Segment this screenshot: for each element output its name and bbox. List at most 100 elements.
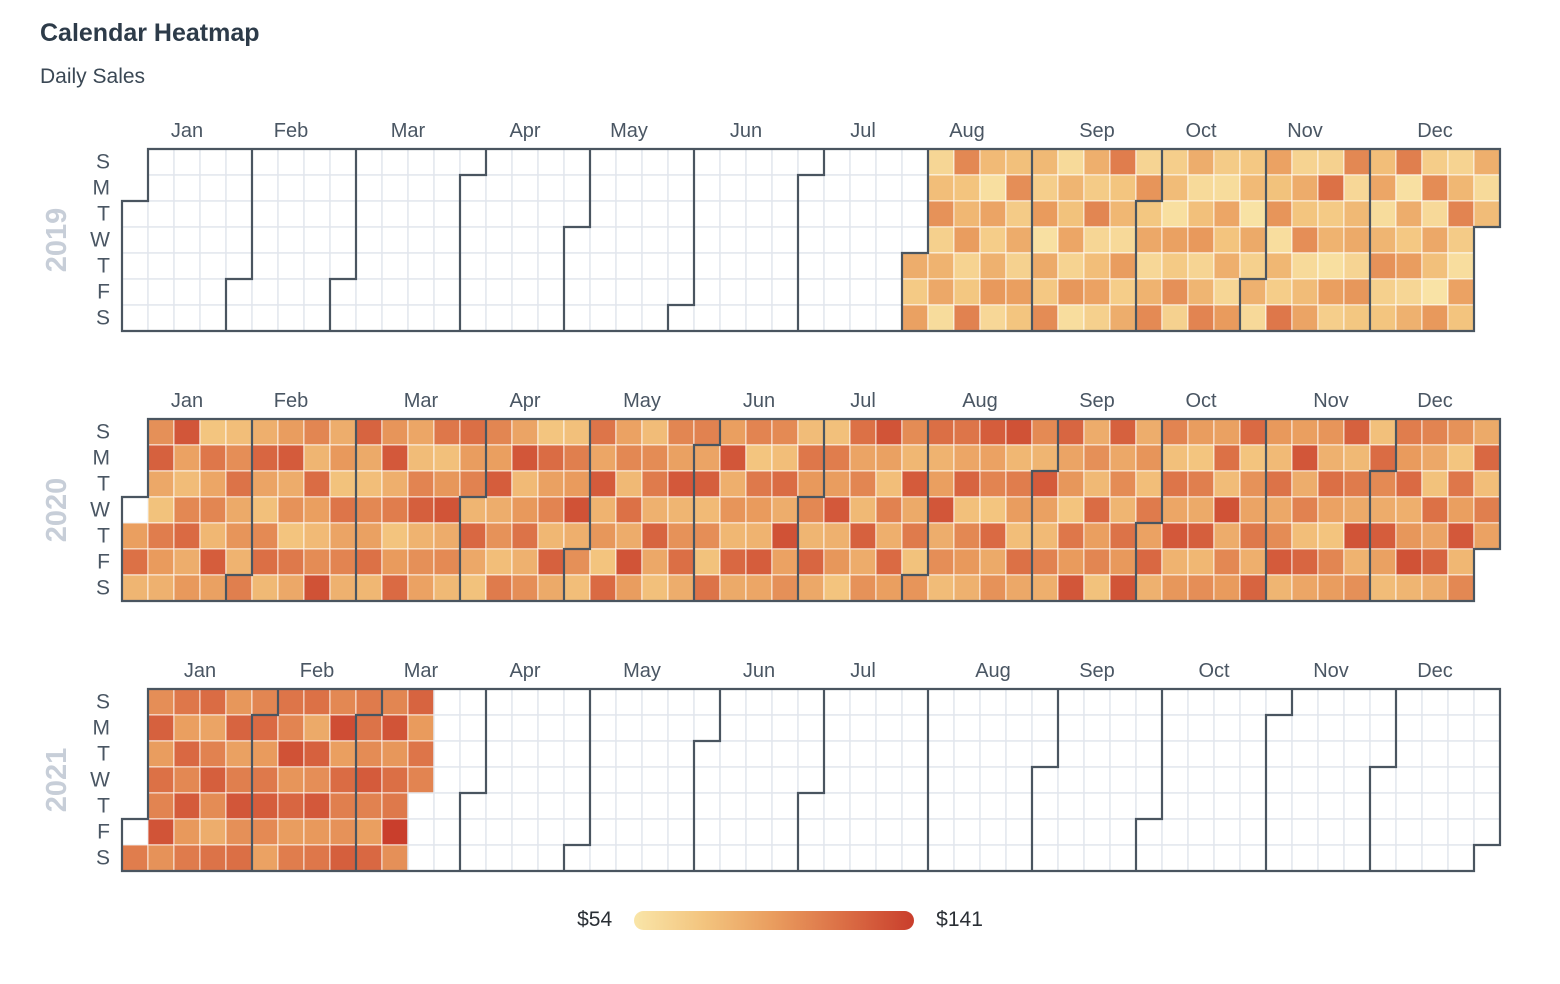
day-cell (1031, 714, 1059, 742)
day-cell (927, 714, 955, 742)
day-cell (199, 418, 227, 446)
day-cell (589, 818, 617, 846)
day-cell (1447, 844, 1475, 872)
month-label: Aug (949, 120, 985, 142)
day-cell (1161, 148, 1189, 176)
day-cell (979, 714, 1007, 742)
day-cell (1213, 148, 1241, 176)
day-cell (1031, 252, 1059, 280)
day-cell (1291, 444, 1319, 472)
day-cell (1057, 740, 1085, 768)
day-cell (641, 252, 669, 280)
day-cell (511, 496, 539, 524)
day-cell (849, 444, 877, 472)
day-cell (459, 174, 487, 202)
day-cell (641, 496, 669, 524)
day-cell (589, 470, 617, 498)
day-cell (1317, 714, 1345, 742)
day-cell (1265, 470, 1293, 498)
day-cell (485, 714, 513, 742)
day-cell (1239, 200, 1267, 228)
day-cell (1265, 818, 1293, 846)
day-cell (641, 444, 669, 472)
day-cell (459, 522, 487, 550)
day-cell (355, 252, 383, 280)
day-cell (1395, 304, 1423, 332)
day-cell (1005, 226, 1033, 254)
month-label: Feb (300, 660, 334, 682)
day-cell (1447, 304, 1475, 332)
day-cell (1317, 252, 1345, 280)
day-cell (693, 844, 721, 872)
day-cell (589, 766, 617, 794)
day-cell (927, 200, 955, 228)
day-cell (1291, 740, 1319, 768)
day-cell (901, 200, 929, 228)
day-cell (1265, 844, 1293, 872)
day-cell (563, 304, 591, 332)
day-cell (147, 548, 175, 576)
day-cell (199, 200, 227, 228)
month-label: May (623, 660, 661, 682)
day-cell (1161, 818, 1189, 846)
day-cell (1369, 252, 1397, 280)
day-cell (485, 444, 513, 472)
calendar-2019: Jan Feb Mar Apr May Jun Jul Aug Sep Oct Nov DecSMTW… (41, 120, 1502, 333)
day-cell (745, 418, 773, 446)
calendar-heatmaps: Jan Feb Mar Apr May Jun Jul Aug Sep Oct Nov DecSMTW… (41, 120, 1502, 873)
day-cell (251, 818, 279, 846)
day-cell (459, 714, 487, 742)
day-cell (667, 226, 695, 254)
day-cell (719, 548, 747, 576)
day-cell (1395, 522, 1423, 550)
day-cell (771, 226, 799, 254)
day-cell (771, 304, 799, 332)
day-cell (1187, 714, 1215, 742)
day-cell (459, 574, 487, 602)
day-cell (1031, 200, 1059, 228)
day-cell (745, 522, 773, 550)
day-cell (303, 444, 331, 472)
day-cell (1395, 844, 1423, 872)
day-cell (277, 148, 305, 176)
day-cell (225, 418, 253, 446)
day-cell (1291, 252, 1319, 280)
day-cell (979, 818, 1007, 846)
day-cell (849, 148, 877, 176)
day-cell (225, 278, 253, 306)
day-cell (1265, 304, 1293, 332)
day-cell (1369, 714, 1397, 742)
weekday-label: S (96, 151, 110, 174)
day-cell (693, 418, 721, 446)
day-cell (381, 304, 409, 332)
day-cell (1109, 574, 1137, 602)
day-cell (1291, 304, 1319, 332)
day-cell (979, 740, 1007, 768)
day-cell (901, 252, 929, 280)
day-cell (641, 226, 669, 254)
day-cell (1109, 818, 1137, 846)
day-cell (1213, 688, 1241, 716)
day-cell (355, 522, 383, 550)
day-cell (771, 714, 799, 742)
day-cell (1031, 174, 1059, 202)
day-cell (771, 844, 799, 872)
day-cell (1161, 304, 1189, 332)
day-cell (225, 252, 253, 280)
month-label: May (623, 390, 661, 412)
day-cell (563, 226, 591, 254)
day-cell (1083, 496, 1111, 524)
day-cell (1213, 766, 1241, 794)
day-cell (1057, 148, 1085, 176)
day-cell (511, 470, 539, 498)
day-cell (927, 844, 955, 872)
day-cell (1265, 496, 1293, 524)
day-cell (537, 278, 565, 306)
day-cell (1447, 522, 1475, 550)
month-outline (1368, 419, 1398, 601)
day-cell (251, 148, 279, 176)
day-cell (745, 278, 773, 306)
day-cell (381, 792, 409, 820)
day-cell (719, 496, 747, 524)
day-cell (875, 174, 903, 202)
